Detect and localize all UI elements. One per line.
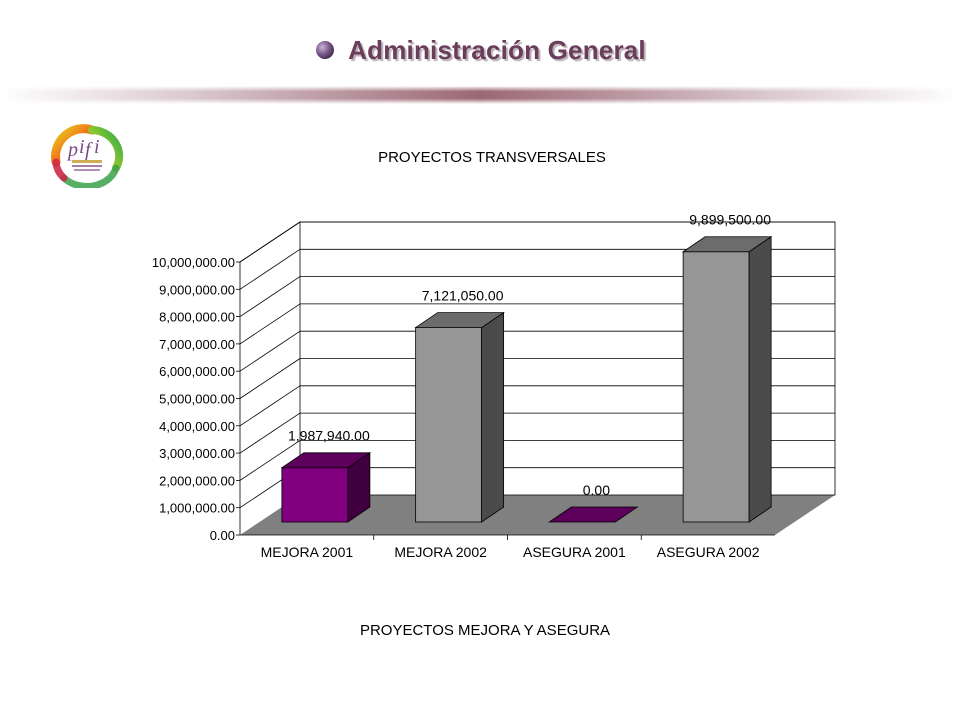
y-tick-label: 5,000,000.00 — [159, 392, 235, 407]
page-title: Administración General — [348, 34, 646, 65]
bar-top — [280, 452, 372, 469]
x-tick-label: MEJORA 2001 — [261, 544, 354, 560]
bar-top — [681, 236, 773, 253]
chart-title: PROYECTOS TRANSVERSALES — [378, 149, 606, 166]
y-tick-label: 10,000,000.00 — [152, 255, 235, 270]
bar — [414, 311, 505, 523]
bullet-icon — [316, 41, 335, 59]
data-label: 0.00 — [583, 482, 610, 498]
svg-text:p: p — [66, 139, 78, 161]
data-label: 7,121,050.00 — [422, 288, 504, 304]
y-tick-label: 0.00 — [210, 528, 235, 543]
bar — [280, 451, 372, 523]
side-gridline — [239, 358, 301, 399]
x-tick-label: ASEGURA 2002 — [657, 544, 760, 560]
svg-text:f: f — [85, 139, 93, 161]
y-tick-label: 7,000,000.00 — [159, 337, 235, 352]
bar-side — [481, 311, 505, 523]
y-tick-label: 8,000,000.00 — [159, 310, 235, 325]
svg-text:i: i — [94, 136, 100, 158]
x-axis-label: PROYECTOS MEJORA Y ASEGURA — [360, 622, 610, 639]
bar-side — [748, 235, 772, 523]
y-tick-label: 1,000,000.00 — [159, 501, 235, 516]
x-tick-label: ASEGURA 2001 — [523, 544, 626, 560]
side-gridline — [239, 303, 301, 345]
title-row: Administración General — [0, 30, 960, 70]
title-divider — [0, 86, 960, 104]
y-tick-label: 3,000,000.00 — [159, 446, 235, 461]
bar-top — [548, 506, 639, 523]
bar-front — [415, 327, 483, 523]
side-gridline — [239, 412, 301, 454]
y-tick-label: 9,000,000.00 — [159, 282, 235, 297]
svg-text:i: i — [79, 136, 85, 158]
bar-front — [682, 251, 750, 523]
x-tick-label: MEJORA 2002 — [394, 544, 487, 560]
bar-top — [414, 312, 505, 328]
side-gridline — [239, 330, 301, 372]
y-tick-label: 4,000,000.00 — [159, 419, 235, 434]
pifi-logo: p i f i — [51, 124, 124, 188]
bar — [681, 235, 773, 523]
side-gridline — [239, 440, 301, 481]
data-label: 9,899,500.00 — [689, 212, 771, 228]
y-tick-label: 2,000,000.00 — [159, 473, 235, 488]
wall-top-edge — [239, 221, 301, 263]
bar — [548, 506, 639, 523]
side-gridline — [239, 248, 301, 290]
bar-front — [281, 467, 349, 523]
side-gridline — [239, 276, 301, 317]
data-label: 1,987,940.00 — [288, 428, 370, 444]
side-gridline — [239, 385, 301, 427]
y-tick-label: 6,000,000.00 — [159, 364, 235, 379]
